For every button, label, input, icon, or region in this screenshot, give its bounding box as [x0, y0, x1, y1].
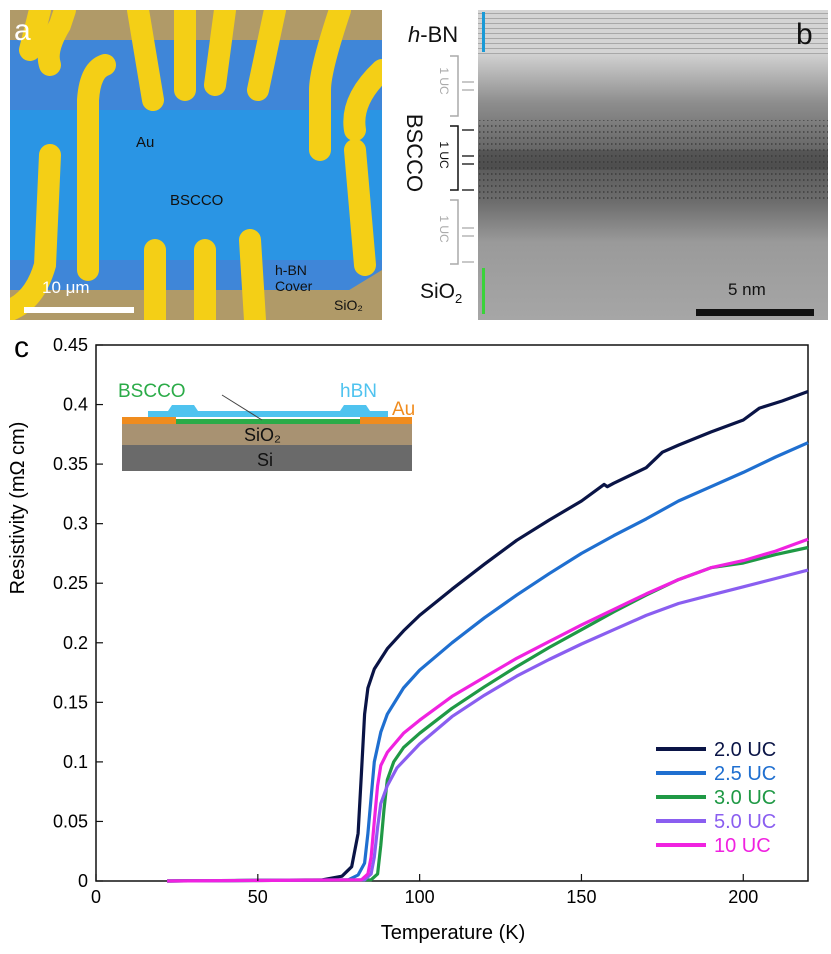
series-line-5-0-UC	[167, 568, 809, 883]
bscco-layer-label: BSCCO	[402, 113, 427, 193]
y-tick-label: 0	[78, 871, 88, 891]
x-axis-label: Temperature (K)	[381, 922, 526, 944]
chart-series-lines	[167, 389, 809, 883]
inset-au-right	[360, 417, 412, 424]
x-tick-label: 100	[405, 887, 435, 907]
legend-label: 2.5 UC	[714, 763, 776, 785]
panel-b-label: b	[796, 18, 813, 51]
bscco-label: BSCCO	[170, 192, 224, 209]
y-tick-label: 0.1	[63, 752, 88, 772]
gold-electrodes	[10, 10, 382, 320]
inset-hbn-label: hBN	[340, 381, 377, 402]
sio2-layer-label: SiO2	[420, 280, 463, 307]
device-schematic-inset: BSCCO hBN Au SiO₂ Si	[118, 381, 415, 471]
y-tick-label: 0.2	[63, 633, 88, 653]
sio2-color-bar	[482, 268, 485, 314]
x-tick-label: 50	[248, 887, 268, 907]
y-tick-label: 0.35	[53, 454, 88, 474]
y-axis-ticks: 0 0.05 0.1 0.15 0.2 0.25 0.3 0.35 0.4 0.45	[53, 335, 103, 891]
uc-bracket-mid	[450, 125, 459, 191]
sio2-label: SiO₂	[334, 297, 363, 313]
y-axis-label: Resistivity (mΩ cm)	[7, 422, 29, 595]
series-line-10-UC	[167, 537, 809, 883]
scale-bar-label: 10 μm	[42, 278, 90, 297]
y-tick-label: 0.3	[63, 514, 88, 534]
resistivity-chart: c 0 50 100 150 200 0 0.05 0.1 0.15 0.2 0.25 0.3 0.3…	[7, 331, 809, 944]
scale-bar-10um	[24, 307, 134, 313]
plot-frame	[95, 344, 809, 882]
x-tick-label: 150	[566, 887, 596, 907]
uc-top-label: 1 UC	[437, 67, 451, 95]
legend-label: 10 UC	[714, 835, 771, 857]
panel-c-label: c	[14, 331, 29, 364]
y-tick-label: 0.45	[53, 335, 88, 355]
inset-sio2-label: SiO₂	[244, 425, 281, 445]
hbn-label: h-BN	[275, 262, 307, 278]
scale-bar-5nm-label: 5 nm	[728, 280, 766, 299]
inset-au-label: Au	[392, 399, 415, 420]
au-label: Au	[136, 134, 155, 151]
uc-mid-label: 1 UC	[437, 141, 451, 169]
chart-axes	[95, 344, 809, 882]
optical-micrograph-panel: a Au BSCCO h-BN Cover SiO₂ 10 μm	[10, 10, 382, 320]
y-tick-label: 0.4	[63, 395, 88, 415]
optical-micrograph-art	[10, 10, 382, 320]
series-line-2-0-UC	[167, 389, 809, 883]
inset-hbn-layer	[148, 405, 388, 417]
uc-bracket-bot	[450, 199, 459, 265]
tem-cross-section-art	[398, 10, 828, 320]
layer-arrows	[462, 81, 474, 263]
inset-si-label: Si	[257, 450, 273, 470]
x-tick-label: 200	[728, 887, 758, 907]
scale-bar-5nm	[696, 309, 814, 316]
inset-bscco-pointer	[221, 394, 263, 421]
inset-bscco-label: BSCCO	[118, 381, 186, 402]
legend-label: 3.0 UC	[714, 787, 776, 809]
inset-si-layer	[122, 445, 412, 471]
cover-label: Cover	[275, 278, 313, 294]
inset-au-left	[122, 417, 176, 424]
x-tick-label: 0	[91, 887, 101, 907]
tem-cross-section-panel: b h-BN BSCCO 1 UC 1 UC 1 UC SiO2 5 nm	[398, 10, 828, 320]
y-tick-label: 0.15	[53, 692, 88, 712]
uc-bot-label: 1 UC	[437, 215, 451, 243]
series-line-2-5-UC	[167, 441, 809, 883]
uc-bracket-top	[450, 55, 459, 117]
x-axis-ticks: 0 50 100 150 200	[91, 874, 758, 907]
legend-label: 5.0 UC	[714, 811, 776, 833]
hbn-color-bar	[482, 12, 485, 52]
panel-a-label: a	[14, 14, 31, 47]
y-tick-label: 0.25	[53, 573, 88, 593]
series-line-3-0-UC	[167, 545, 809, 883]
y-tick-label: 0.05	[53, 811, 88, 831]
hbn-layer-label: h-BN	[408, 22, 459, 47]
inset-sio2-layer	[122, 423, 412, 445]
legend-label: 2.0 UC	[714, 739, 776, 761]
inset-bscco-layer	[176, 419, 360, 424]
